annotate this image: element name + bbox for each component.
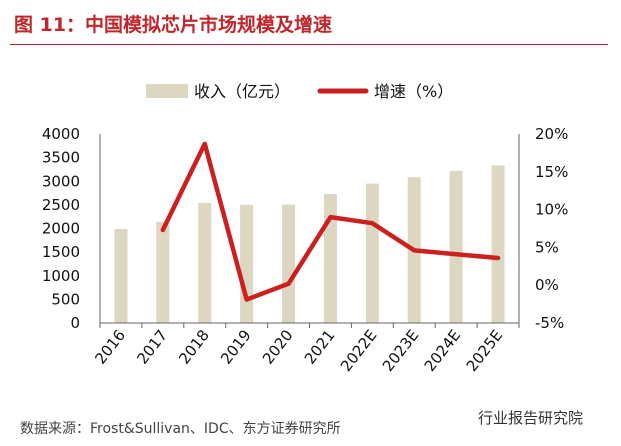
left-axis-ticks: 0 500 1000 1500 2000 2500 3000 3500 4000: [42, 125, 80, 332]
title-divider: [10, 44, 608, 45]
x-tick-label: 2024E: [421, 326, 465, 375]
legend-swatch-bar: [146, 84, 188, 98]
x-tick-label: 2019: [217, 326, 255, 367]
y2-tick-label: 20%: [535, 125, 568, 143]
bar-series: [114, 165, 505, 323]
bar-2017: [156, 221, 170, 323]
y-tick-label: 4000: [42, 125, 80, 143]
line-series: [160, 141, 501, 302]
y-tick-label: 0: [70, 314, 80, 332]
x-tick-label: 2023E: [379, 326, 423, 375]
bar-2019: [240, 204, 254, 323]
bar-2022e: [365, 183, 379, 323]
legend-label-line: 增速（%）: [374, 82, 453, 101]
x-tick-label: 2025E: [463, 326, 507, 375]
source-note: 数据来源：Frost&Sullivan、IDC、东方证券研究所: [20, 421, 341, 437]
y2-tick-label: 15%: [535, 163, 568, 181]
y-tick-label: 2500: [42, 196, 80, 214]
bar-2021: [323, 194, 337, 323]
bar-2016: [114, 228, 128, 323]
legend-label-bar: 收入（亿元）: [194, 82, 290, 101]
x-tick-label: 2017: [133, 326, 171, 367]
bar-2025e: [491, 165, 505, 323]
y-tick-label: 500: [51, 290, 80, 308]
x-tick-label: 2018: [175, 326, 213, 367]
bar-2024e: [449, 170, 463, 323]
y-tick-label: 3500: [42, 149, 80, 167]
y2-tick-label: 5%: [535, 238, 559, 256]
axes: [99, 134, 520, 328]
x-tick-label: 2016: [91, 326, 129, 367]
x-tick-label: 2022E: [337, 326, 381, 375]
chart-title: 图 11：中国模拟芯片市场规模及增速: [14, 14, 333, 36]
x-axis-ticks: 2016 2017 2018 2019 2020 20212022E2023E2024E2…: [91, 326, 506, 375]
y2-tick-label: 0%: [535, 276, 559, 294]
y-tick-label: 1500: [42, 243, 80, 261]
legend: 收入（亿元） 增速（%）: [146, 82, 453, 101]
y2-tick-label: -5%: [535, 314, 564, 332]
watermark-text: 行业报告研究院: [478, 409, 584, 427]
y2-tick-label: 10%: [535, 201, 568, 219]
right-axis-ticks: -5% 0% 5% 10% 15% 20%: [535, 125, 568, 332]
y-tick-label: 1000: [42, 267, 80, 285]
y-tick-label: 2000: [42, 220, 80, 238]
y-tick-label: 3000: [42, 172, 80, 190]
x-tick-label: 2021: [301, 326, 339, 367]
bar-2020: [282, 204, 296, 323]
x-tick-label: 2020: [259, 326, 297, 367]
bar-2018: [198, 202, 212, 323]
